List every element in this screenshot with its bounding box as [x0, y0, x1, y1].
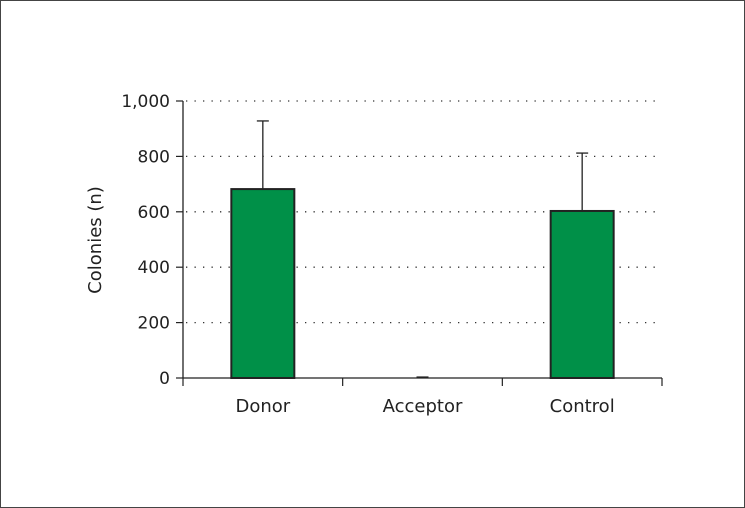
- y-tick-label: 200: [138, 314, 170, 334]
- x-category-label: Control: [550, 396, 615, 417]
- x-category-label: Donor: [235, 396, 290, 417]
- x-category-label: Acceptor: [383, 396, 463, 417]
- bar-control: [549, 209, 615, 379]
- y-axis-label: Colonies (n): [85, 186, 106, 294]
- y-tick-label: 800: [138, 147, 170, 167]
- y-tick-label: 400: [138, 258, 170, 278]
- y-tick-label: 0: [159, 369, 170, 389]
- bar-donor: [230, 188, 296, 379]
- y-tick-label: 1,000: [121, 92, 170, 112]
- y-tick-label: 600: [138, 203, 170, 223]
